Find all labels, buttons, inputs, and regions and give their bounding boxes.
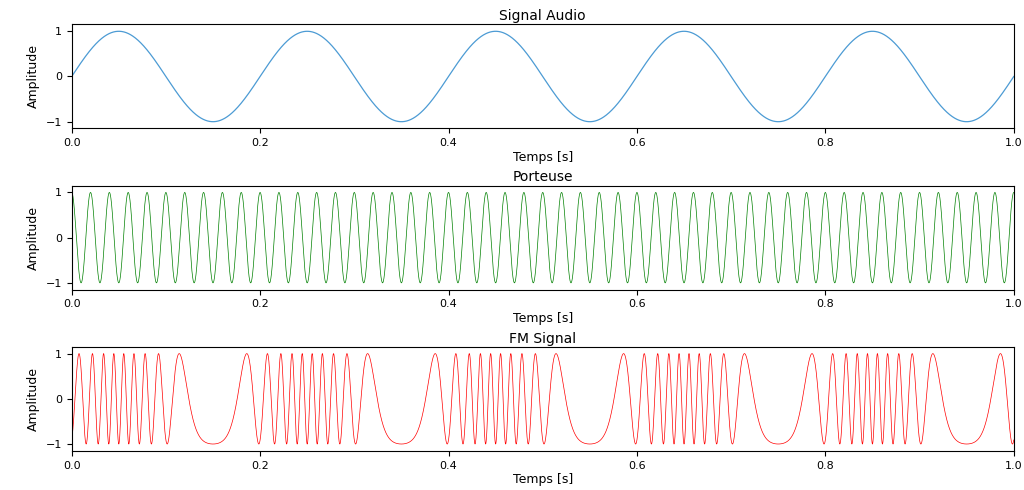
Title: FM Signal: FM Signal: [509, 332, 577, 345]
X-axis label: Temps [s]: Temps [s]: [513, 473, 572, 486]
X-axis label: Temps [s]: Temps [s]: [513, 312, 572, 325]
Title: Signal Audio: Signal Audio: [500, 9, 586, 24]
Y-axis label: Amplitude: Amplitude: [27, 367, 40, 431]
X-axis label: Temps [s]: Temps [s]: [513, 151, 572, 164]
Y-axis label: Amplitude: Amplitude: [27, 45, 40, 108]
Title: Porteuse: Porteuse: [512, 171, 573, 185]
Y-axis label: Amplitude: Amplitude: [27, 206, 40, 270]
